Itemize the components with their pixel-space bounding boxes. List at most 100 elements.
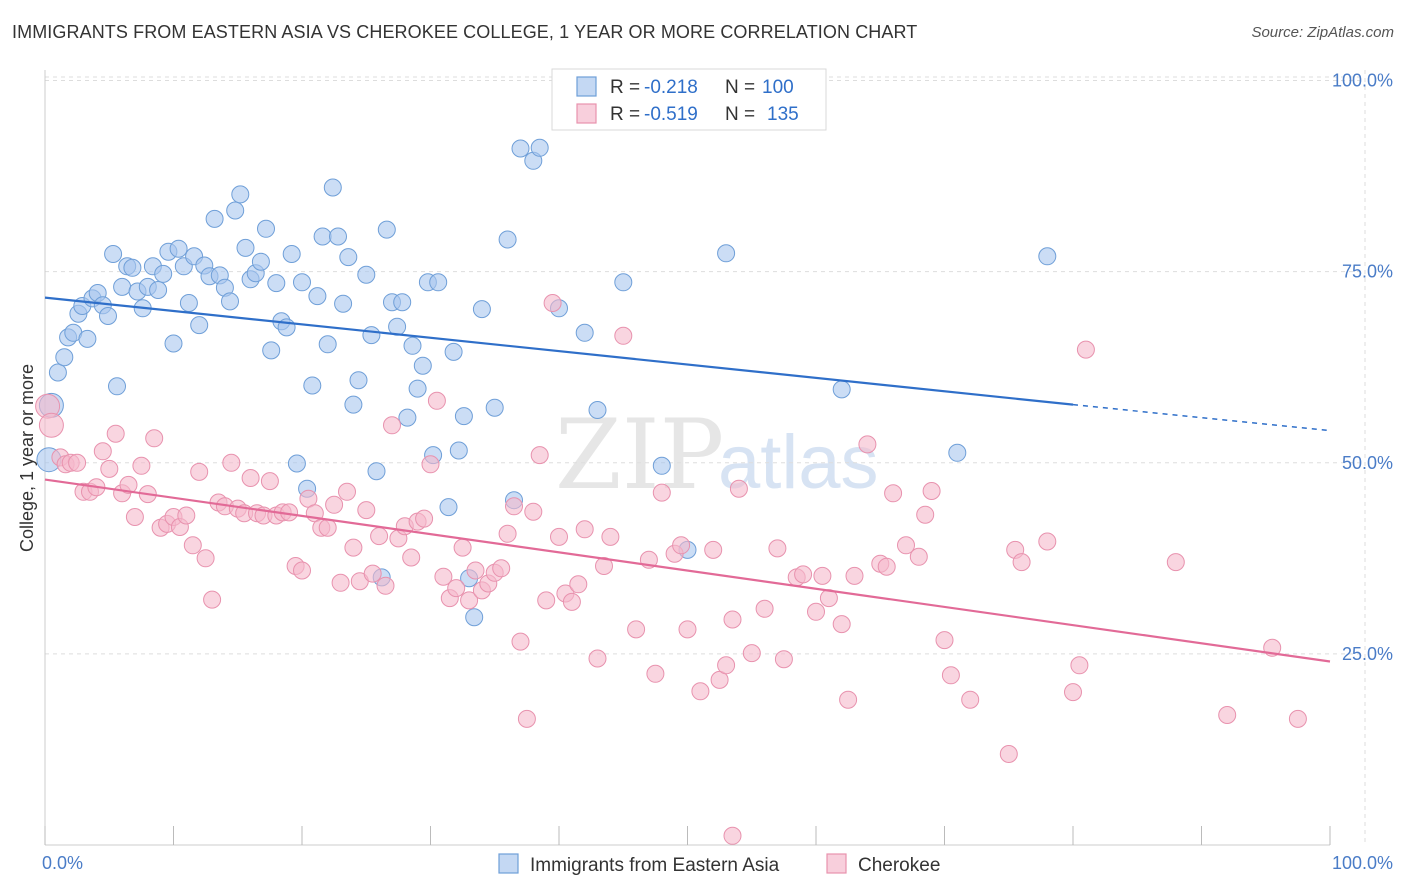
eastern-asia-point-70: [398, 408, 417, 427]
eastern-asia-point-33: [205, 209, 224, 228]
cherokee-point-86: [595, 557, 613, 575]
cherokee-point-116: [877, 557, 896, 576]
eastern-asia-point-49: [287, 454, 306, 473]
cherokee-point-102: [742, 644, 761, 663]
cherokee-point-14: [125, 508, 144, 526]
cherokee-point-107: [794, 565, 813, 584]
cherokee-point-75: [517, 709, 536, 728]
cherokee-point-53: [376, 576, 395, 595]
gridlines: [45, 70, 1366, 845]
eastern-asia-point-2: [48, 363, 67, 382]
cherokee-point-85: [588, 649, 607, 668]
eastern-asia-point-58: [334, 294, 353, 313]
eastern-asia-point-80: [454, 407, 473, 426]
cherokee-point-5: [68, 453, 87, 472]
eastern-asia-point-98: [948, 443, 967, 462]
legend-swatch-pink: [576, 103, 597, 124]
cherokee-point-25: [196, 549, 215, 568]
eastern-asia-point-52: [303, 376, 322, 395]
eastern-asia-point-84: [485, 398, 504, 417]
eastern-asia-point-37: [226, 201, 245, 220]
eastern-asia-point-62: [357, 265, 376, 284]
cherokee-point-112: [839, 690, 858, 709]
legend-r-value-2: -0.519: [644, 104, 698, 125]
watermark-zip: ZIP: [555, 399, 724, 511]
cherokee-point-17: [145, 429, 164, 448]
eastern-asia-point-61: [349, 371, 368, 390]
cherokee-point-45: [325, 495, 344, 514]
cherokee-point-103: [755, 599, 774, 618]
eastern-asia-point-17: [123, 258, 142, 277]
cherokee-point-104: [768, 539, 787, 558]
eastern-asia-point-79: [449, 441, 468, 460]
cherokee-point-54: [383, 416, 401, 435]
eastern-asia-point-93: [614, 273, 633, 292]
cherokee-point-94: [672, 536, 691, 555]
cherokee-point-87: [601, 527, 620, 546]
cherokee-point-101: [729, 479, 748, 498]
cherokee-point-84: [575, 520, 594, 539]
cherokee-point-92: [652, 483, 671, 502]
eastern-asia-point-53: [308, 287, 327, 306]
legend-n-value-2: 135: [767, 104, 799, 125]
cherokee-point-73: [505, 497, 523, 516]
eastern-asia-point-13: [104, 245, 123, 263]
cherokee-point-127: [1012, 553, 1031, 572]
eastern-asia-point-39: [236, 238, 255, 257]
cherokee-point-47: [338, 482, 356, 501]
eastern-asia-point-44: [262, 341, 281, 360]
cherokee-point-121: [922, 482, 941, 500]
cherokee-point-123: [941, 666, 960, 685]
eastern-asia-point-60: [344, 395, 363, 414]
y-tick-label-0: 25.0%: [1342, 644, 1393, 664]
eastern-asia-point-57: [329, 227, 347, 246]
y-axis-title: College, 1 year or more: [17, 364, 37, 552]
cherokee-point-119: [909, 547, 928, 566]
cherokee-point-88: [614, 326, 633, 345]
eastern-asia-point-72: [408, 379, 427, 398]
cherokee-point-10: [100, 459, 119, 478]
cherokee-point-133: [1218, 706, 1237, 724]
cherokee-point-22: [177, 506, 196, 525]
trend-line-eastern-asia-extrapolated: [1072, 403, 1331, 432]
cherokee-point-57: [402, 548, 421, 567]
eastern-asia-point-30: [190, 316, 209, 335]
cherokee-point-113: [845, 566, 864, 585]
cherokee-point-105: [774, 650, 793, 669]
eastern-asia-point-87: [511, 139, 530, 158]
y-tick-label-3: 100.0%: [1332, 71, 1393, 91]
legend-swatch-blue: [576, 76, 597, 97]
eastern-asia-point-42: [251, 252, 270, 271]
cherokee-point-122: [935, 631, 954, 650]
cherokee-point-117: [884, 484, 903, 503]
eastern-asia-point-55: [318, 335, 337, 354]
eastern-asia-point-36: [221, 292, 239, 311]
y-tick-label-1: 50.0%: [1342, 453, 1393, 473]
cherokee-point-77: [530, 446, 549, 465]
legend-r-label-1: R =: [610, 77, 640, 98]
cherokee-point-65: [453, 538, 472, 557]
cherokee-point-78: [537, 591, 556, 610]
cherokee-point-125: [999, 745, 1018, 763]
legend-box: R = -0.218 N = 100 R = -0.519 N = 135: [551, 68, 827, 131]
eastern-asia-point-73: [413, 356, 432, 375]
legend-n-label-2: N =: [725, 104, 755, 125]
cherokee-point-1: [38, 412, 64, 438]
bottom-legend-swatch-blue: [498, 853, 519, 874]
eastern-asia-point-71: [403, 336, 422, 355]
cherokee-point-89: [627, 620, 646, 639]
eastern-asia-point-43: [257, 219, 275, 238]
cherokee-point-130: [1070, 656, 1089, 675]
cherokee-point-131: [1076, 340, 1095, 359]
cherokee-point-114: [858, 435, 877, 454]
eastern-asia-point-89: [530, 138, 549, 157]
legend-n-value-1: 100: [762, 77, 794, 98]
source-label: Source: ZipAtlas.com: [1251, 24, 1394, 41]
cherokee-point-71: [492, 559, 511, 578]
bottom-legend-swatch-pink: [826, 853, 847, 874]
eastern-asia-point-63: [362, 326, 381, 345]
eastern-asia-point-28: [179, 294, 198, 312]
eastern-asia-point-69: [393, 293, 412, 312]
eastern-asia-point-94: [652, 456, 671, 475]
cherokee-point-67: [466, 561, 485, 580]
